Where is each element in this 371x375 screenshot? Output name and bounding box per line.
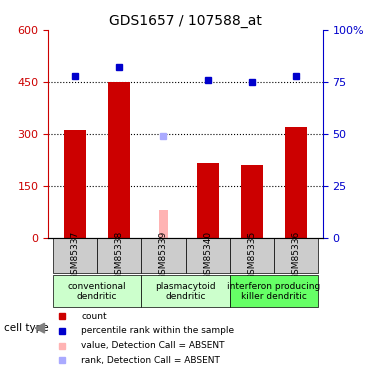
FancyBboxPatch shape [186,238,230,273]
Text: GSM85340: GSM85340 [203,231,212,280]
Text: GSM85335: GSM85335 [247,231,256,280]
Text: GSM85336: GSM85336 [292,231,301,280]
Bar [285,127,307,238]
Text: plasmacytoid
dendritic: plasmacytoid dendritic [155,282,216,301]
Text: GSM85337: GSM85337 [70,231,79,280]
FancyBboxPatch shape [53,238,97,273]
Bar [108,82,130,238]
Text: conventional
dendritic: conventional dendritic [68,282,126,301]
FancyBboxPatch shape [53,275,141,307]
Text: count: count [81,312,107,321]
Text: percentile rank within the sample: percentile rank within the sample [81,327,234,336]
Text: cell type: cell type [4,323,48,333]
Title: GDS1657 / 107588_at: GDS1657 / 107588_at [109,13,262,28]
Text: GSM85339: GSM85339 [159,231,168,280]
FancyBboxPatch shape [141,238,186,273]
FancyBboxPatch shape [274,238,318,273]
FancyBboxPatch shape [97,238,141,273]
Text: interferon producing
killer dendritic: interferon producing killer dendritic [227,282,321,301]
Bar [159,210,168,238]
Text: GSM85338: GSM85338 [115,231,124,280]
Bar [241,165,263,238]
FancyBboxPatch shape [230,238,274,273]
Text: rank, Detection Call = ABSENT: rank, Detection Call = ABSENT [81,356,220,365]
Text: value, Detection Call = ABSENT: value, Detection Call = ABSENT [81,341,225,350]
Bar [197,163,219,238]
FancyBboxPatch shape [230,275,318,307]
Bar [64,130,86,238]
FancyBboxPatch shape [141,275,230,307]
